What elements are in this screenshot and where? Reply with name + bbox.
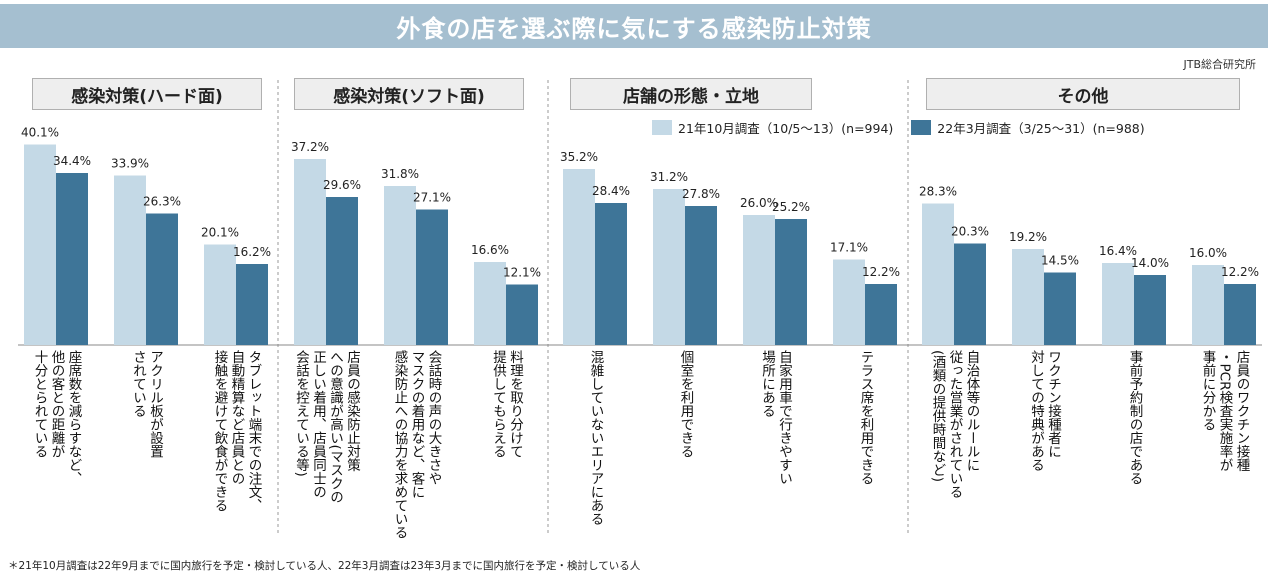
legend-label-s1: 21年10月調査（10/5～13）(n=994): [678, 121, 894, 136]
value-label-s1-10: 28.3%: [919, 185, 957, 199]
bar-s1-11: [1012, 249, 1044, 345]
value-label-s2-11: 14.5%: [1041, 254, 1079, 268]
bar-s2-11: [1044, 272, 1076, 345]
value-label-s1-8: 26.0%: [740, 196, 778, 210]
category-label-3: 店員の感染防止対策 への意識が高い(マスクの 正しい着用、店員同士の 会話を控え…: [293, 350, 360, 504]
value-label-s1-2: 20.1%: [201, 226, 239, 240]
value-label-s2-10: 20.3%: [951, 225, 989, 239]
value-label-s2-3: 29.6%: [323, 178, 361, 192]
bar-s1-13: [1192, 265, 1224, 345]
bar-s1-9: [833, 259, 865, 345]
group-label-other: その他: [926, 78, 1240, 110]
category-label-12: 事前予約制の店である: [1126, 350, 1143, 485]
bar-s2-10: [954, 243, 986, 345]
legend-label-s2: 22年3月調査（3/25～31）(n=988): [937, 121, 1145, 136]
bar-s2-8: [775, 219, 807, 345]
category-label-4: 会話時の声の大きさや マスクの着用など、客に 感染防止への協力を求めている: [391, 350, 442, 539]
value-label-s2-0: 34.4%: [53, 154, 91, 168]
chart-title: 外食の店を選ぶ際に気にする感染防止対策: [0, 4, 1268, 48]
bar-s2-0: [56, 173, 88, 345]
value-label-s1-9: 17.1%: [830, 241, 868, 255]
bar-s1-2: [204, 244, 236, 345]
group-label-soft: 感染対策(ソフト面): [294, 78, 524, 110]
bar-s2-5: [506, 284, 538, 345]
bar-s1-4: [384, 186, 416, 345]
bar-s2-12: [1134, 275, 1166, 345]
bar-s2-6: [595, 203, 627, 345]
bar-s2-3: [326, 197, 358, 345]
category-label-8: 自家用車で行きやすい 場所にある: [759, 350, 792, 485]
bar-s1-8: [743, 215, 775, 345]
value-label-s2-1: 26.3%: [143, 195, 181, 209]
category-label-7: 個室を利用できる: [677, 350, 694, 458]
category-label-9: テラス席を利用できる: [857, 350, 874, 485]
value-label-s1-13: 16.0%: [1189, 246, 1227, 260]
bar-s1-3: [294, 159, 326, 345]
bar-s1-7: [653, 189, 685, 345]
legend-item-s2: 22年3月調査（3/25～31）(n=988): [911, 118, 1145, 137]
category-label-2: タブレット端末での注文、 自動精算など店員との 接触を避けて飲食ができる: [211, 350, 262, 512]
bar-s2-9: [865, 284, 897, 345]
legend-item-s1: 21年10月調査（10/5～13）(n=994): [652, 118, 893, 137]
value-label-s2-5: 12.1%: [503, 266, 541, 280]
bar-s2-13: [1224, 284, 1256, 345]
value-label-s1-0: 40.1%: [21, 126, 59, 140]
value-label-s1-5: 16.6%: [471, 243, 509, 257]
bar-s2-7: [685, 206, 717, 345]
value-label-s1-11: 19.2%: [1009, 230, 1047, 244]
value-label-s1-7: 31.2%: [650, 170, 688, 184]
category-label-13: 店員のワクチン接種 ・PCR検査実施率が 事前に分かる: [1199, 350, 1250, 472]
value-label-s2-6: 28.4%: [592, 184, 630, 198]
category-label-11: ワクチン接種者に 対しての特典がある: [1028, 350, 1061, 472]
value-label-s2-8: 25.2%: [772, 200, 810, 214]
bar-s1-6: [563, 169, 595, 345]
value-label-s1-4: 31.8%: [381, 167, 419, 181]
bar-s1-1: [114, 175, 146, 345]
legend-swatch-s1: [652, 120, 672, 135]
category-label-0: 座席数を減らすなど、 他の客との距離が 十分とられている: [31, 350, 82, 485]
bar-s1-0: [24, 144, 56, 345]
value-label-s1-3: 37.2%: [291, 140, 329, 154]
category-label-1: アクリル板が設置 されている: [130, 350, 163, 458]
bar-s2-4: [416, 209, 448, 345]
bar-s2-1: [146, 213, 178, 345]
legend-swatch-s2: [911, 120, 932, 135]
value-label-s2-4: 27.1%: [413, 191, 451, 205]
value-label-s1-12: 16.4%: [1099, 244, 1137, 258]
bar-s2-2: [236, 264, 268, 345]
value-label-s1-6: 35.2%: [560, 150, 598, 164]
value-label-s2-9: 12.2%: [862, 265, 900, 279]
source-credit: JTB総合研究所: [1183, 58, 1256, 71]
value-label-s1-1: 33.9%: [111, 157, 149, 171]
group-label-hard: 感染対策(ハード面): [32, 78, 262, 110]
bar-s1-5: [474, 262, 506, 345]
bar-s1-10: [922, 203, 954, 345]
category-label-6: 混雑していないエリアにある: [587, 350, 604, 526]
footnote: ＊21年10月調査は22年9月までに国内旅行を予定・検討している人、22年3月調…: [8, 560, 641, 572]
value-label-s2-12: 14.0%: [1131, 256, 1169, 270]
value-label-s2-7: 27.8%: [682, 187, 720, 201]
value-label-s2-13: 12.2%: [1221, 265, 1259, 279]
value-label-s2-2: 16.2%: [233, 245, 271, 259]
legend: 21年10月調査（10/5～13）(n=994) 22年3月調査（3/25～31…: [652, 118, 1163, 137]
category-label-10: 自治体等のルールに 従った営業がされている (酒類の提供時間など): [929, 350, 980, 499]
category-label-5: 料理を取り分けて 提供してもらえる: [490, 350, 523, 458]
group-label-store: 店舗の形態・立地: [570, 78, 812, 110]
bar-s1-12: [1102, 263, 1134, 345]
